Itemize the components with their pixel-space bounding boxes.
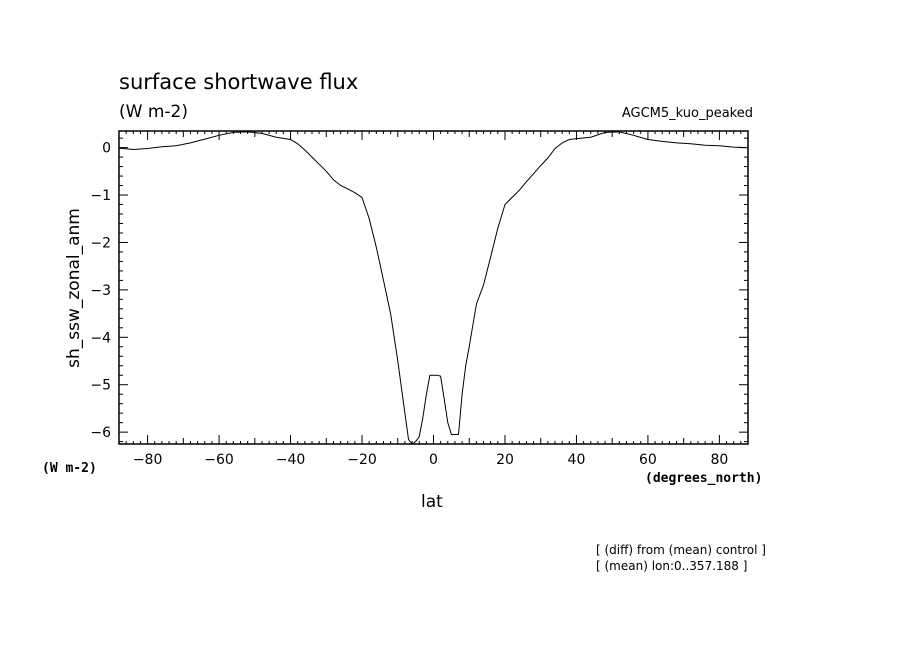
y-tick-label: −6 — [90, 425, 111, 441]
x-tick-label: −20 — [347, 452, 377, 468]
chart-title: surface shortwave flux — [119, 70, 359, 94]
y-tick-label: 0 — [102, 141, 111, 157]
x-axis-label: lat — [421, 492, 443, 512]
y-tick-label: −5 — [90, 378, 111, 394]
y-tick-label: −3 — [90, 283, 111, 299]
x-tick-label: −40 — [276, 452, 306, 468]
y-axis-label: sh_ssw_zonal_anm — [64, 208, 84, 368]
x-tick-label: −60 — [204, 452, 234, 468]
tick-labels: −80 −60 −40 −20 0 20 40 60 80 0 −1 −2 −3 −4 −5 −6 — [90, 141, 728, 468]
x-axis-units: (degrees_north) — [645, 471, 763, 486]
y-tick-label: −2 — [90, 235, 111, 251]
plot-frame — [118, 130, 749, 445]
y-tick-label: −4 — [90, 330, 111, 346]
x-tick-label: 40 — [568, 452, 586, 468]
x-tick-label: −80 — [133, 452, 163, 468]
chart-units: (W m-2) — [119, 102, 188, 122]
y-axis-units: (W m-2) — [42, 461, 97, 476]
x-tick-label: 0 — [429, 452, 438, 468]
y-tick-label: −1 — [90, 188, 111, 204]
x-tick-label: 60 — [639, 452, 657, 468]
footnote-mean: [ (mean) lon:0..357.188 ] — [596, 559, 748, 573]
run-label: AGCM5_kuo_peaked — [621, 106, 753, 121]
footnote-diff: [ (diff) from (mean) control ] — [596, 543, 766, 557]
x-tick-label: 80 — [710, 452, 728, 468]
axis-ticks — [118, 131, 749, 444]
x-tick-label: 20 — [496, 452, 514, 468]
series-line — [118, 131, 749, 445]
